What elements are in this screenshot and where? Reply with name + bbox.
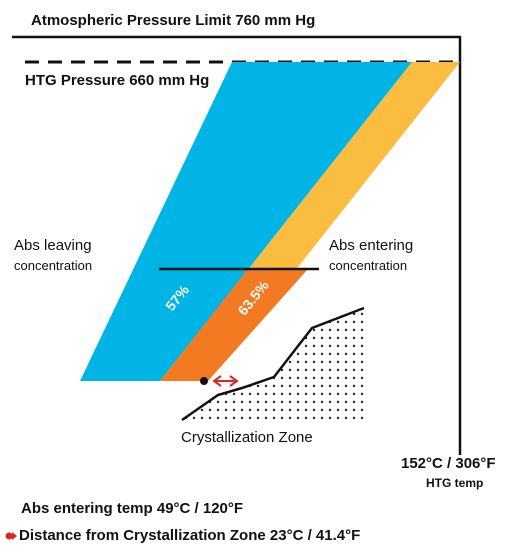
distance-bullet-tip bbox=[12, 532, 17, 540]
abs-entering-sublabel: concentration bbox=[329, 258, 408, 273]
atm-limit-label: Atmospheric Pressure Limit 760 mm Hg bbox=[31, 12, 316, 29]
htg-temp-value: 152°C / 306°F bbox=[401, 455, 496, 472]
abs-entering-label: Abs entering bbox=[329, 237, 414, 254]
distance-bullet-icon bbox=[5, 532, 13, 540]
distance-label: Distance from Crystallization Zone 23°C … bbox=[19, 527, 361, 544]
entering-temp-label: Abs entering temp 49°C / 120°F bbox=[21, 500, 244, 517]
abs-leaving-label: Abs leaving bbox=[14, 237, 92, 254]
abs-leaving-sublabel: concentration bbox=[14, 258, 93, 273]
atm-limit-line bbox=[12, 35, 462, 455]
htg-temp-label: HTG temp bbox=[426, 476, 484, 490]
concentration-span bbox=[160, 269, 308, 381]
crystallization-zone-label: Crystallization Zone bbox=[181, 429, 313, 446]
crystallization-boundary bbox=[181, 306, 365, 422]
leaving-band bbox=[80, 62, 412, 381]
entering-temp-point bbox=[200, 377, 208, 385]
htg-pressure-label: HTG Pressure 660 mm Hg bbox=[25, 72, 210, 89]
distance-arrow bbox=[212, 375, 239, 387]
